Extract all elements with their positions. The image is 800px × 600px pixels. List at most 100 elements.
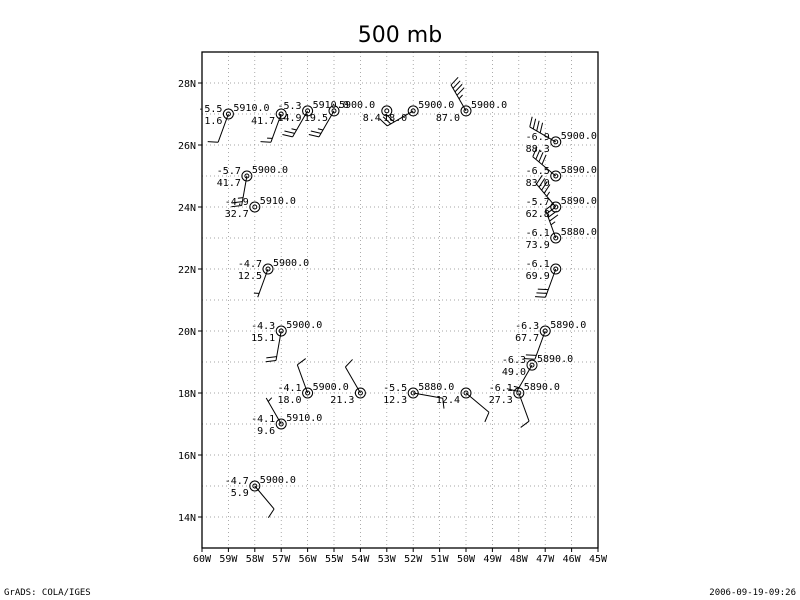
- station-plot: -5.7 5900.0 41.7: [217, 165, 288, 189]
- station-height: 5900.0: [471, 100, 507, 111]
- station-height: 5910.0: [286, 413, 322, 424]
- wind-barb-feather: [282, 133, 293, 138]
- station-height: 5910.0: [260, 196, 296, 207]
- wind-barb-half-feather: [546, 191, 551, 197]
- axis-ticks: 60W 59W 58W 57W 56W 55W 54W 53W 52W 51W 50W 49W 48W 4…: [178, 79, 608, 565]
- station-plot: 5900.0 19.5: [304, 100, 375, 124]
- station-dewpoint-depression: 88.3: [526, 144, 550, 155]
- wind-barb-feather: [450, 76, 459, 86]
- wind-barb: [254, 485, 275, 518]
- wind-barb-feather: [265, 360, 277, 363]
- station-dewpoint-depression: 8.4: [363, 113, 381, 124]
- station-height: 5890.0: [537, 354, 573, 365]
- station-temperature: -6.1: [526, 259, 550, 270]
- station-height: 5900.0: [418, 100, 454, 111]
- x-tick-label: 52W: [404, 554, 423, 565]
- station-height: 5880.0: [561, 227, 597, 238]
- station-circle: [407, 387, 419, 399]
- station-plot: 21.3: [330, 387, 366, 406]
- station-height: 5900.0: [273, 258, 309, 269]
- station-plot: -5.5 5880.0 12.3: [383, 382, 454, 406]
- wind-barb-feather: [382, 116, 392, 125]
- station-plot: -5.5 5910.0 1.6: [198, 103, 269, 127]
- station-circle-inner: [252, 204, 258, 210]
- station-dewpoint-depression: 1.6: [204, 116, 222, 127]
- station-plot: 41.7: [251, 108, 287, 127]
- footer-right-label: 2006-09-19-09:26: [709, 588, 796, 598]
- station-plot: -4.9 5910.0 32.7: [225, 196, 296, 220]
- x-tick-label: 59W: [219, 554, 238, 565]
- station-circle-inner: [410, 108, 416, 114]
- y-tick-label: 26N: [178, 141, 196, 152]
- station-dewpoint-depression: 14.9: [278, 113, 302, 124]
- station-dewpoint-depression: 5.9: [231, 488, 249, 499]
- station-plot: -6.1 5880.0 73.9: [526, 227, 597, 251]
- station-height: 5880.0: [418, 382, 454, 393]
- station-height: 5890.0: [561, 196, 597, 207]
- wind-barb-feather: [345, 359, 353, 368]
- station-circle-inner: [553, 173, 559, 179]
- station-plot: -5.7 5890.0 62.8: [526, 196, 597, 220]
- station-circle-inner: [463, 390, 469, 396]
- station-circle-inner: [516, 390, 522, 396]
- station-circle-inner: [244, 173, 250, 179]
- wind-barb-feather: [308, 133, 320, 138]
- x-tick-label: 53W: [378, 554, 397, 565]
- station-plot: -4.1 5910.0 9.6: [251, 413, 322, 437]
- station-plot: -6.3 5890.0 49.0: [502, 354, 573, 378]
- wind-barb-shaft: [254, 485, 275, 510]
- station-circle: [550, 136, 562, 148]
- station-temperature: -6.1: [489, 383, 513, 394]
- station-dewpoint-depression: 19.5: [304, 113, 328, 124]
- wind-barb-feather: [535, 149, 541, 160]
- wind-barb-feather: [454, 83, 463, 93]
- wind-barb-feather: [536, 120, 540, 132]
- wind-barb-feather: [538, 178, 546, 188]
- station-circle-inner: [357, 390, 363, 396]
- station-circle: [381, 105, 393, 117]
- station-height: 5900.0: [286, 320, 322, 331]
- x-tick-label: 56W: [299, 554, 318, 565]
- station-dewpoint-depression: 73.9: [526, 240, 550, 251]
- station-circle: [241, 170, 253, 182]
- station-circle-inner: [305, 108, 311, 114]
- wind-barb: [465, 392, 490, 423]
- wind-barb-half-feather: [317, 128, 324, 131]
- station-dewpoint-depression: 83.0: [526, 178, 550, 189]
- station-plot: -5.3 5910.0 14.9: [278, 100, 349, 124]
- x-tick-label: 51W: [431, 554, 450, 565]
- station-dewpoint-depression: 87.0: [436, 113, 460, 124]
- station-plot: 8.4: [363, 105, 393, 124]
- station-temperature: -6.5: [526, 166, 550, 177]
- station-circle-inner: [553, 139, 559, 145]
- station-circle: [222, 108, 234, 120]
- wind-barb-feather: [536, 292, 547, 294]
- station-circle-inner: [463, 108, 469, 114]
- y-tick-label: 14N: [178, 513, 196, 524]
- station-circle: [550, 170, 562, 182]
- station-height: 5900.0: [260, 475, 296, 486]
- wind-barb-feather: [525, 354, 537, 356]
- station-dewpoint-depression: 62.8: [526, 209, 550, 220]
- station-circle: [513, 387, 525, 399]
- wind-barb-feather: [538, 152, 544, 163]
- station-temperature: -4.7: [225, 476, 249, 487]
- station-circle: [407, 105, 419, 117]
- station-circle-inner: [278, 328, 284, 334]
- wind-barb-feather: [541, 181, 548, 191]
- station-circle: [249, 480, 261, 492]
- station-dewpoint-depression: 21.3: [330, 395, 354, 406]
- station-circle: [249, 201, 261, 213]
- station-circle-inner: [553, 204, 559, 210]
- station-dewpoint-depression: 15.1: [251, 333, 275, 344]
- station-plots: -5.5 5910.01.6 41.7-5.3 5910.014.95900.019.…: [198, 100, 597, 499]
- station-height: 5900.0: [252, 165, 288, 176]
- wind-barb-feather: [310, 130, 322, 134]
- wind-barb-feather: [545, 203, 555, 211]
- station-circle-inner: [252, 483, 258, 489]
- station-circle: [275, 325, 287, 337]
- x-tick-label: 55W: [325, 554, 344, 565]
- x-tick-label: 49W: [483, 554, 502, 565]
- station-dewpoint-depression: 12.4: [436, 395, 460, 406]
